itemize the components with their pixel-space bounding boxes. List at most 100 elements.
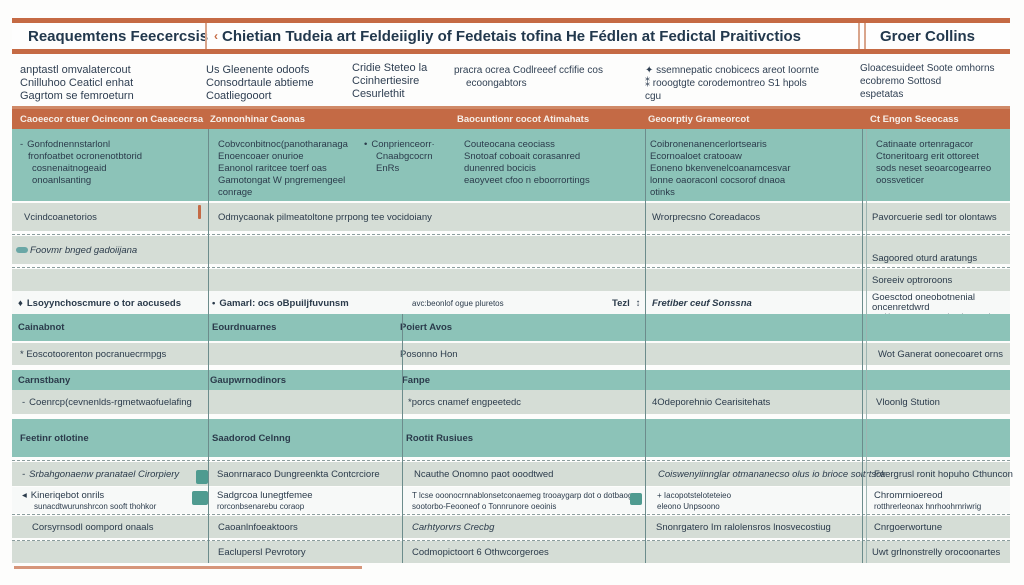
row-cell: Caoanlnfoeaktoors xyxy=(218,521,298,533)
subtitle-line: Cnilluhoo Ceaticl enhat xyxy=(20,77,134,89)
row-cell: Foergrusl ronit hopuho Cthuncon xyxy=(874,468,1013,480)
subtitle-line: Gloacesuideet Soote omhorns xyxy=(860,63,995,74)
table-row: ◂ Kineriqebot onrils sunacdtwurunshrcon s… xyxy=(12,487,1010,513)
left-title: Reaquemtens Feecercsis xyxy=(28,27,209,45)
subtitle-line: cgu xyxy=(645,91,662,102)
row-cell: ◂ Kineriqebot onrils sunacdtwurunshrcon s… xyxy=(22,490,157,511)
row-cell: - Coenrcp(cevnenlds-rgmetwaofuelafing xyxy=(22,396,192,408)
title-divider xyxy=(205,23,207,49)
column-header[interactable]: Ct Engon Sceocass xyxy=(870,113,959,125)
section-header-cell: Feetinr otlotine xyxy=(20,432,89,444)
row-cell: Posonno Hon xyxy=(400,348,458,360)
bullet-icon: • xyxy=(364,139,368,150)
subtitle-col5: ✦ ssemnepatic cnobicecs areot Ioornte ⁑ … xyxy=(645,64,819,103)
title-band: Reaquemtens Feecercsis ‹ Chietian Tudeia… xyxy=(12,18,1010,54)
row-divider xyxy=(12,267,1010,268)
row-cell: Vloonlg Stution xyxy=(876,396,940,408)
subtitle-col6: Gloacesuideet Soote omhorns ecobremo Sot… xyxy=(860,62,995,101)
row-cell: Chromrnioereod rotthrerleonax hnrhoohrnr… xyxy=(874,490,982,511)
main-title-wrap: ‹ Chietian Tudeia art Feldeiigliy of Fed… xyxy=(214,23,801,49)
row-cell: avc:beonlof ogue pluretos xyxy=(412,298,504,308)
row-cell: Tezl ↕ xyxy=(612,297,641,309)
bullet-icon: • xyxy=(212,297,216,309)
title-divider xyxy=(864,23,866,49)
feature-cell: Couteocana ceociass Snotoaf coboait cora… xyxy=(464,139,590,186)
subtitle-line: ⁑ rooogtgte corodemontreo S1 hpols xyxy=(645,78,807,89)
table-row: * Eoscotoorenton pocranuecrmpgs Posonno … xyxy=(12,343,1010,365)
bullet-icon: ◂ xyxy=(22,490,27,501)
row-divider xyxy=(12,460,1010,461)
column-divider xyxy=(402,314,403,563)
column-header-row: Caoeecor ctuer Ocinconr on Caeacecrsa Zo… xyxy=(12,109,1010,129)
tag-icon xyxy=(192,491,208,505)
bullet-icon: - xyxy=(22,468,26,480)
row-cell: Cnrgoerwortune xyxy=(874,521,943,533)
marker-icon xyxy=(198,205,201,219)
column-divider xyxy=(862,129,863,563)
row-cell: Corsyrnsodl oompord onaals xyxy=(32,521,154,533)
subtitle-line: Us Gleenente odoofs xyxy=(206,64,310,76)
cloud-icon xyxy=(16,247,28,253)
section-header-cell: Eourdnuarnes xyxy=(212,322,277,333)
divider-line xyxy=(12,106,1010,109)
feature-row: - Gonfodnennstarlonl fronfoatbet ocroneno… xyxy=(12,129,1010,201)
row-cell: Coiswenyiinnglar otmananecso olus io bri… xyxy=(658,468,886,480)
column-header[interactable]: Caoeecor ctuer Ocinconr on Caeacecrsa xyxy=(20,113,204,125)
subtitle-col4: pracra ocrea Codlreeef ccfifie cos ecoon… xyxy=(454,64,603,90)
bullet-icon: - xyxy=(20,139,24,150)
section-header-cell: Saadorod Celnng xyxy=(212,432,291,444)
table-row: Eaclupersl Pevrotory Codmopictoort 6 Oth… xyxy=(12,541,1010,563)
row-cell: Foovmr bnged gadoiijana xyxy=(16,236,137,264)
row-divider xyxy=(12,540,1010,541)
section-header-cell: Cainabnot xyxy=(18,322,65,333)
subtitle-line: Cridie Steteo la xyxy=(352,62,428,74)
row-cell: *porcs cnamef engpeetedc xyxy=(408,396,522,408)
row-cell: Codmopictoort 6 Othwcorgeroes xyxy=(412,546,549,558)
feature-cell: Coibronenanencerlortsearis Ecornoaloet c… xyxy=(650,139,791,198)
row-cell: Saonrnaraco Dungreenkta Contcrciore xyxy=(217,468,380,480)
feature-cell: Catinaate ortenragacor Ctoneritoarg erit… xyxy=(876,139,992,186)
column-header[interactable]: Geoorptiy Grameorcot xyxy=(648,113,750,125)
column-divider xyxy=(645,129,646,563)
row-cell: Snonrgatero Im ralolensros lnosvecostiug xyxy=(656,521,831,533)
row-cell: Sadgrcoa lunegtfemee rorconbsenarebu cor… xyxy=(217,490,313,511)
section-header-cell: Rootit Rusiues xyxy=(406,432,474,444)
row-cell: Goesctod oneobotnenial oncenretdwrd Cenl… xyxy=(872,292,1002,322)
section-header: Carnstbany Gaupwrnodinors Fanpe xyxy=(12,370,1010,390)
feature-cell: • Conprienceorr· Cnaabgcocrn EnRs xyxy=(364,139,435,174)
title-divider xyxy=(858,23,860,49)
section-header-cell: Carnstbany xyxy=(18,374,71,386)
subtitle-line: Coatliegooort xyxy=(206,90,272,102)
section-header-cell: Fanpe xyxy=(402,374,430,386)
row-cell: Wot Ganerat oonecoaret orns xyxy=(878,348,1003,360)
main-title: Chietian Tudeia art Feldeiigliy of Fedet… xyxy=(222,27,802,45)
subtitle-line: espetatas xyxy=(860,89,904,100)
section-header-cell: Poiert Avos xyxy=(400,322,453,333)
table-row: Corsyrnsodl oompord onaals Caoanlnfoeakt… xyxy=(12,516,1010,538)
row-cell: Fretiber ceuf Sonssna xyxy=(652,297,752,309)
column-header[interactable]: Zonnonhinar Caonas xyxy=(210,113,305,125)
subtitle-line: Consodrtaule abtieme xyxy=(206,77,314,89)
footer-divider xyxy=(14,566,362,569)
column-divider xyxy=(866,129,867,563)
table-row: ♦ Lsoyynchoscmure o tor aocuseds • Gamarl:… xyxy=(12,291,1010,322)
table-row: Soreeiv optroroons xyxy=(12,269,1010,291)
subtitle-line: Ccinhertiesire xyxy=(352,75,420,87)
subtitle-line: ecoongabtors xyxy=(466,78,527,89)
row-cell: Ncauthe Onomno paot ooodtwed xyxy=(414,468,554,480)
row-cell: ♦ Lsoyynchoscmure o tor aocuseds xyxy=(18,297,182,309)
chevron-left-icon: ‹ xyxy=(214,29,218,43)
row-cell: + Iacopotsteloteteieo eleono Unpsoono xyxy=(657,491,732,511)
subtitle-col2: Us Gleenente odoofs Consodrtaule abtieme… xyxy=(206,64,314,103)
table-row: - Coenrcp(cevnenlds-rgmetwaofuelafing *po… xyxy=(12,390,1010,414)
section-header-cell: Gaupwrnodinors xyxy=(210,374,286,386)
column-divider xyxy=(208,129,209,563)
column-header[interactable]: Baocuntionr cocot Atimahats xyxy=(457,113,590,125)
subtitle-line: Gagrtom se femroeturn xyxy=(20,90,134,102)
row-cell: Uwt grlnonstrelly orocoonartes xyxy=(872,546,1001,558)
row-cell: Pavorcuerie sedl tor olontaws xyxy=(872,211,997,223)
sort-arrow-icon[interactable]: ↕ xyxy=(635,297,641,309)
row-cell: Odmycaonak pilmeatoltone prrpong tee voc… xyxy=(218,211,432,223)
row-cell: - Srbahgonaenw pranatael Cirorpiery xyxy=(22,468,180,480)
right-title: Groer Collins xyxy=(880,27,976,45)
